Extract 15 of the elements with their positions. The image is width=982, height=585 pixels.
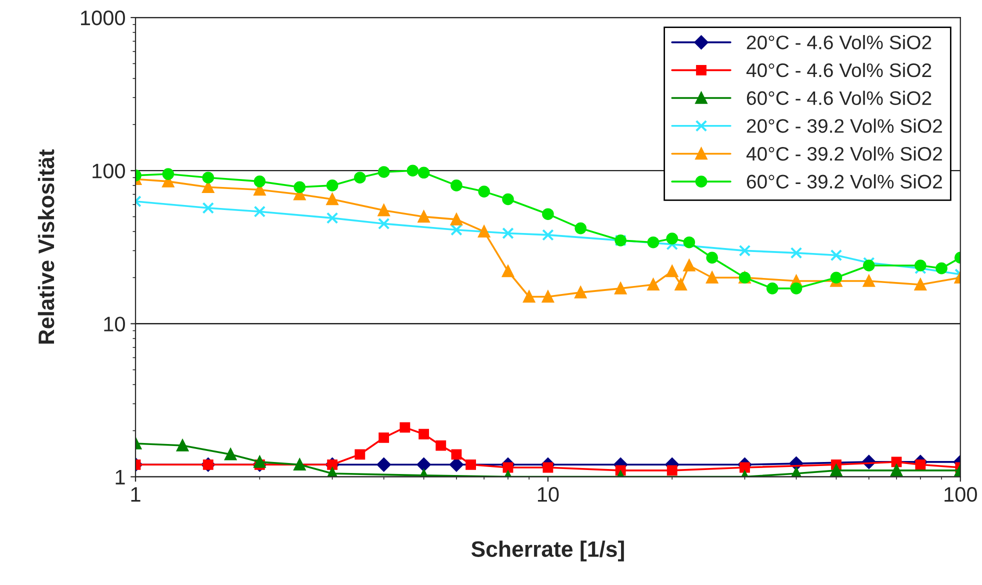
legend-label: 40°C - 4.6 Vol% SiO2 [746, 62, 932, 78]
x-axis-title: Scherrate [1/s] [471, 540, 624, 562]
y-tick-label: 1000 [81, 10, 125, 26]
x-tick-label: 1 [131, 487, 140, 502]
legend-label: 40°C - 39.2 Vol% SiO2 [746, 146, 942, 161]
y-tick-label: 100 [92, 164, 125, 178]
x-tick-label: 100 [944, 487, 977, 502]
legend-label: 20°C - 4.6 Vol% SiO2 [746, 35, 932, 50]
y-tick-label: 10 [104, 316, 125, 332]
legend-label: 20°C - 39.2 Vol% SiO2 [746, 118, 942, 133]
legend-label: 60°C - 4.6 Vol% SiO2 [746, 90, 932, 106]
x-tick-label: 10 [538, 487, 559, 502]
y-tick-label: 1 [116, 470, 125, 484]
y-axis-title: Relative Viskosität [38, 149, 54, 344]
legend-label: 60°C - 39.2 Vol% SiO2 [746, 174, 942, 189]
